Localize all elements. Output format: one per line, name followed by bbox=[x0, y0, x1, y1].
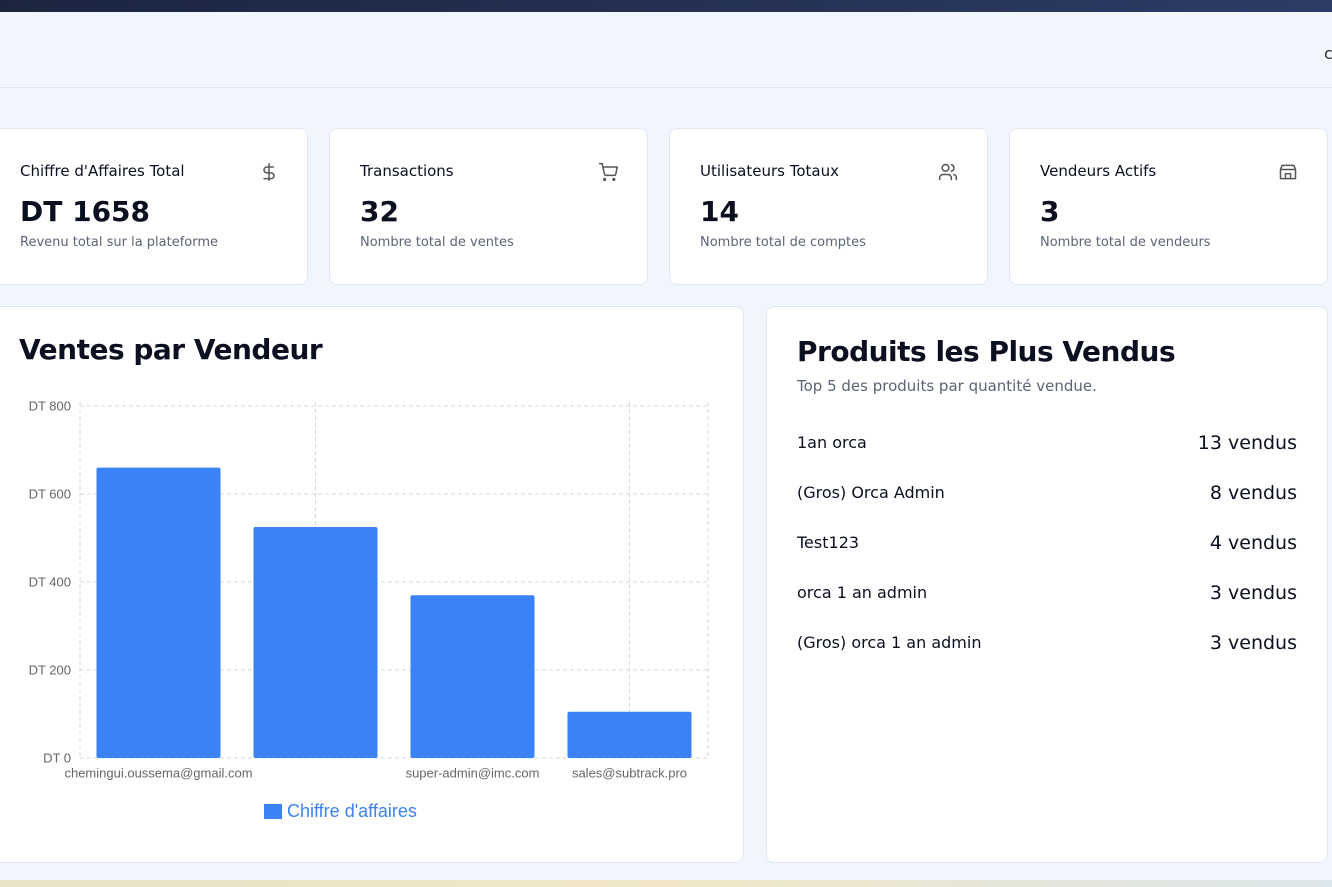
x-tick-label: sales@subtrack.pro bbox=[572, 765, 687, 780]
bar bbox=[410, 595, 535, 758]
chart: Ventes par Vendeur DT 0 DT 200 DT 400 DT 60… bbox=[19, 333, 709, 821]
stat-title: Vendeurs Actifs bbox=[1040, 162, 1157, 180]
header: c bbox=[0, 12, 1332, 88]
stat-desc: Nombre total de vendeurs bbox=[1040, 235, 1211, 250]
product-sold: 13 vendus bbox=[1197, 432, 1297, 454]
y-tick-label: DT 600 bbox=[29, 486, 71, 501]
x-tick-label: super-admin@imc.com bbox=[406, 765, 540, 780]
bar bbox=[96, 467, 221, 758]
stat-icon bbox=[938, 162, 958, 182]
stat-value: 32 bbox=[360, 195, 399, 228]
stat-value: 14 bbox=[700, 195, 739, 228]
bar bbox=[253, 527, 378, 758]
y-tick-label: DT 400 bbox=[29, 574, 71, 589]
product-sold: 3 vendus bbox=[1209, 582, 1297, 604]
stat-title: Transactions bbox=[360, 162, 454, 180]
x-tick-label: chemingui.oussema@gmail.com bbox=[64, 765, 252, 780]
product-sold: 3 vendus bbox=[1209, 632, 1297, 654]
y-tick-label: DT 200 bbox=[29, 662, 71, 677]
stat-desc: Revenu total sur la plateforme bbox=[20, 235, 219, 250]
stat-card: Chiffre d'Affaires Total DT 1658 Revenu to… bbox=[0, 128, 308, 285]
bar bbox=[567, 711, 692, 758]
stat-title: Chiffre d'Affaires Total bbox=[20, 162, 185, 180]
product-sold: 8 vendus bbox=[1209, 482, 1297, 504]
stat-title: Utilisateurs Totaux bbox=[700, 162, 839, 180]
stat-card: Utilisateurs Totaux 14 Nombre total de com… bbox=[669, 128, 988, 285]
products-panel: Produits les Plus Vendus Top 5 des produ… bbox=[766, 306, 1328, 863]
products-title: Produits les Plus Vendus bbox=[797, 335, 1176, 368]
stat-card: Vendeurs Actifs 3 Nombre total de vendeurs bbox=[1009, 128, 1328, 285]
stat-value: DT 1658 bbox=[20, 195, 151, 228]
product-name: (Gros) orca 1 an admin bbox=[797, 633, 982, 652]
chart-title: Ventes par Vendeur bbox=[19, 333, 323, 366]
product-name: orca 1 an admin bbox=[797, 583, 928, 602]
stat-icon bbox=[259, 162, 279, 182]
stat-desc: Nombre total de ventes bbox=[360, 235, 514, 250]
stat-card: Transactions 32 Nombre total de ventes bbox=[329, 128, 648, 285]
products-subtitle: Top 5 des produits par quantité vendue. bbox=[797, 377, 1097, 395]
stat-value: 3 bbox=[1040, 195, 1060, 228]
header-user[interactable]: c bbox=[1324, 44, 1332, 63]
product-sold: 4 vendus bbox=[1209, 532, 1297, 554]
legend-swatch bbox=[264, 804, 282, 819]
bottom-strip bbox=[0, 880, 1332, 887]
stat-icon bbox=[598, 162, 618, 182]
y-tick-label: DT 0 bbox=[43, 750, 71, 765]
product-name: 1an orca bbox=[797, 433, 867, 452]
y-tick-label: DT 800 bbox=[29, 398, 71, 413]
stat-desc: Nombre total de comptes bbox=[700, 235, 866, 250]
product-name: (Gros) Orca Admin bbox=[797, 483, 945, 502]
stat-icon bbox=[1278, 162, 1298, 182]
legend-label: Chiffre d'affaires bbox=[287, 801, 417, 821]
top-bar bbox=[0, 0, 1332, 12]
product-name: Test123 bbox=[797, 533, 860, 552]
